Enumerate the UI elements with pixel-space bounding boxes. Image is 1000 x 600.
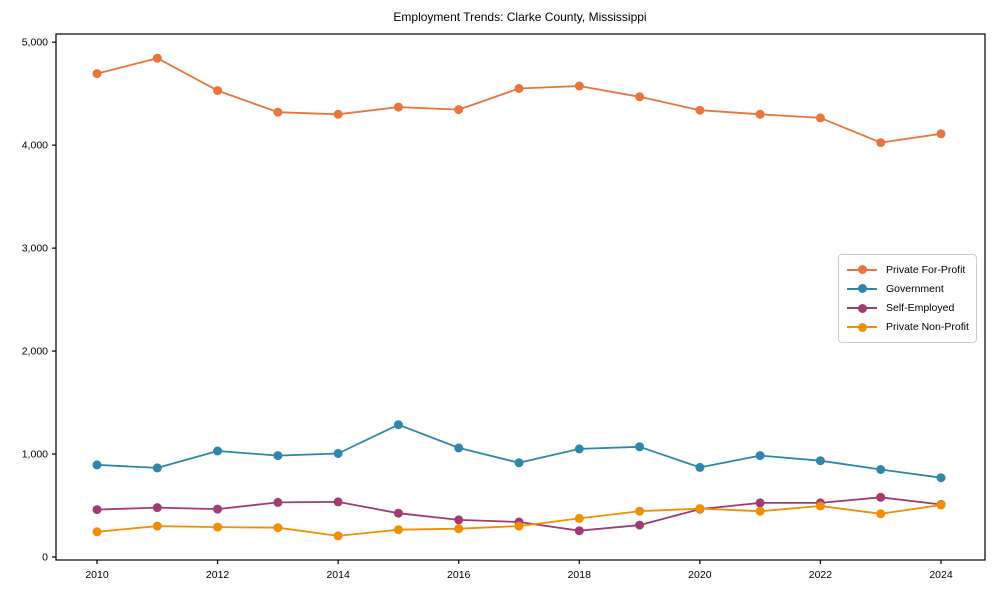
data-point-private-non-profit [213, 522, 223, 532]
data-point-government [333, 449, 343, 458]
legend-swatch-icon [847, 284, 877, 294]
legend-item-private-non-profit: Private Non-Profit [847, 318, 969, 336]
data-point-government [92, 460, 102, 470]
x-tick-label: 2016 [447, 569, 471, 581]
legend-swatch-icon [847, 265, 877, 275]
data-point-self-employed [755, 498, 765, 508]
legend-marker-icon [857, 322, 867, 332]
data-point-private-non-profit [393, 525, 403, 535]
x-tick-label: 2022 [809, 569, 833, 581]
x-tick-label: 2020 [688, 569, 712, 581]
data-point-government [393, 420, 403, 430]
data-point-government [755, 451, 765, 461]
x-tick-label: 2010 [85, 569, 109, 581]
data-point-government [514, 458, 524, 468]
data-point-private-for-profit [635, 92, 645, 102]
data-point-private-for-profit [273, 107, 283, 117]
data-point-private-for-profit [755, 109, 765, 119]
x-tick-label: 2018 [568, 569, 592, 581]
x-tick-label: 2024 [929, 569, 953, 581]
data-point-private-for-profit [514, 84, 524, 93]
data-point-private-for-profit [393, 102, 403, 112]
data-point-self-employed [393, 508, 403, 518]
legend-marker-icon [857, 303, 867, 313]
x-tick-label: 2014 [326, 569, 350, 581]
y-tick-label: 0 [42, 551, 48, 563]
data-point-private-non-profit [92, 527, 102, 537]
data-point-private-non-profit [273, 523, 283, 533]
data-point-government [635, 442, 645, 452]
legend-label: Government [886, 282, 944, 295]
y-tick-label: 4,000 [22, 140, 48, 152]
legend-swatch-icon [847, 303, 877, 313]
data-point-private-for-profit [333, 109, 343, 119]
data-point-self-employed [92, 505, 102, 515]
data-point-self-employed [152, 503, 162, 513]
data-point-government [815, 456, 825, 466]
data-point-private-for-profit [152, 53, 162, 63]
data-point-private-for-profit [695, 105, 705, 115]
y-tick-label: 5,000 [22, 37, 48, 49]
data-point-self-employed [333, 497, 343, 507]
plot-area: 0 1,000 2,000 3,000 4,000 5,000 2010 2012 2014 20… [22, 33, 986, 581]
data-point-private-non-profit [876, 509, 886, 519]
x-tick-label: 2012 [206, 569, 230, 581]
data-point-private-for-profit [574, 81, 584, 91]
legend-label: Private For-Profit [886, 263, 966, 276]
data-point-government [876, 465, 886, 474]
data-point-private-non-profit [454, 524, 464, 534]
legend-swatch-icon [847, 322, 877, 332]
data-point-government [273, 451, 283, 461]
legend-marker-icon [857, 265, 867, 275]
data-point-private-for-profit [454, 105, 464, 115]
plot-frame [55, 33, 986, 561]
series-line-private-for-profit [96, 57, 942, 144]
data-point-self-employed [213, 504, 223, 514]
data-point-private-non-profit [695, 504, 705, 514]
data-point-self-employed [273, 497, 283, 507]
data-point-private-for-profit [213, 86, 223, 96]
legend-marker-icon [857, 284, 867, 294]
y-tick-label: 2,000 [22, 346, 48, 358]
data-point-private-for-profit [815, 113, 825, 123]
legend: Private For-Profit Government Self-Employe… [838, 254, 977, 343]
data-point-private-non-profit [755, 506, 765, 516]
data-point-self-employed [574, 526, 584, 536]
data-point-private-non-profit [333, 531, 343, 541]
data-point-private-non-profit [635, 506, 645, 516]
data-point-private-for-profit [876, 138, 886, 148]
data-point-private-for-profit [936, 129, 946, 139]
data-point-government [695, 462, 705, 472]
data-point-self-employed [454, 515, 464, 525]
y-tick-label: 1,000 [22, 449, 48, 461]
legend-item-self-employed: Self-Employed [847, 299, 968, 317]
data-point-government [936, 473, 946, 483]
data-point-government [574, 444, 584, 454]
data-point-private-non-profit [514, 521, 524, 531]
data-point-self-employed [876, 492, 886, 502]
data-point-government [454, 443, 464, 453]
data-point-government [152, 463, 162, 473]
series-line-government [96, 423, 942, 479]
legend-item-government: Government [847, 280, 968, 298]
data-point-private-for-profit [92, 69, 102, 79]
data-point-private-non-profit [574, 513, 584, 523]
legend-label: Private Non-Profit [886, 321, 969, 334]
legend-label: Self-Employed [886, 302, 955, 315]
y-tick-label: 3,000 [22, 243, 48, 255]
data-point-private-non-profit [936, 500, 946, 510]
data-point-government [213, 446, 223, 456]
legend-item-private-for-profit: Private For-Profit [847, 261, 968, 279]
chart-title: Employment Trends: Clarke County, Missis… [393, 10, 646, 24]
data-point-private-non-profit [815, 501, 825, 511]
data-point-self-employed [635, 520, 645, 530]
data-point-private-non-profit [152, 521, 162, 531]
